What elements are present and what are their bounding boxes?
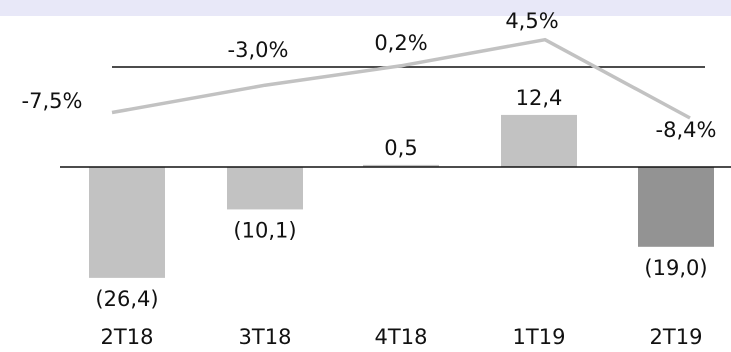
top-band [0,0,731,16]
x-tick-2T18: 2T18 [101,325,154,349]
bar-label-1T19: 12,4 [516,86,563,110]
x-tick-4T18: 4T18 [375,325,428,349]
bar-label-2T19: (19,0) [644,256,707,280]
bar-3T18 [227,167,303,210]
x-tick-2T19: 2T19 [650,325,703,349]
percent-label-4T18: 0,2% [374,31,427,55]
percent-label-3T18: -3,0% [228,38,289,62]
bar-1T19 [501,114,577,167]
x-tick-1T19: 1T19 [513,325,566,349]
bar-label-4T18: 0,5 [384,136,417,160]
bar-2T19 [638,167,714,247]
bar-2T18 [89,167,165,278]
percent-label-2T18: -7,5% [22,89,83,113]
bar-label-3T18: (10,1) [233,218,296,242]
x-tick-3T18: 3T18 [239,325,292,349]
percent-label-2T19: -8,4% [656,118,717,142]
bar-label-2T18: (26,4) [95,287,158,311]
bar-4T18 [363,164,439,167]
percent-line [111,37,691,120]
percent-label-1T19: 4,5% [505,9,558,33]
